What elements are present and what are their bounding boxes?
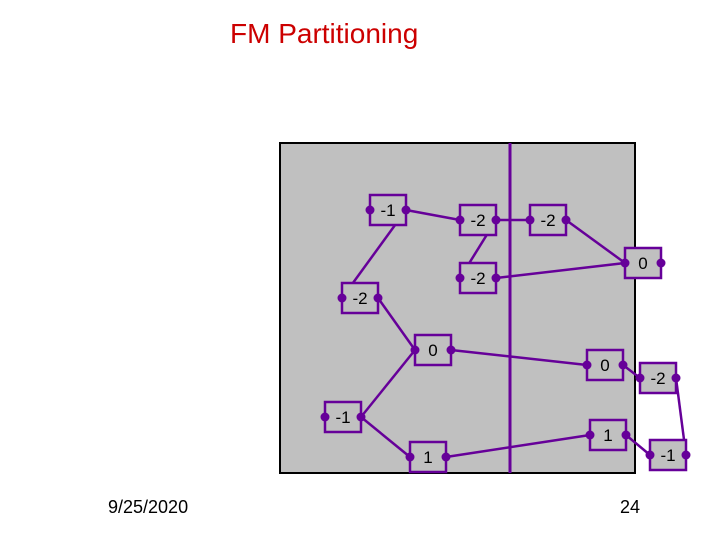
node-f: 0 <box>621 248 666 278</box>
node-e: -2 <box>338 283 383 313</box>
node-g: 0 <box>411 335 456 365</box>
node-d: -2 <box>456 263 501 293</box>
node-l: 1 <box>586 420 631 450</box>
node-label: 0 <box>428 341 437 360</box>
partition-diagram: -1 -2 -2 -2 -2 0 0 0 -2 -1 1 1 -1 <box>0 0 720 540</box>
node-m: -1 <box>646 440 691 470</box>
node-label: 1 <box>603 426 612 445</box>
node-a: -1 <box>366 195 411 225</box>
node-label: -2 <box>650 369 665 388</box>
node-label: -1 <box>660 446 675 465</box>
node-j: -1 <box>321 402 366 432</box>
node-label: -2 <box>540 211 555 230</box>
node-label: -2 <box>352 289 367 308</box>
node-c: -2 <box>526 205 571 235</box>
footer-date: 9/25/2020 <box>108 497 188 518</box>
footer-page: 24 <box>620 497 640 518</box>
node-b: -2 <box>456 205 501 235</box>
node-h: 0 <box>583 350 628 380</box>
node-label: 0 <box>600 356 609 375</box>
node-k: 1 <box>406 442 451 472</box>
node-label: -1 <box>380 201 395 220</box>
node-label: 0 <box>638 254 647 273</box>
node-label: 1 <box>423 448 432 467</box>
node-label: -2 <box>470 269 485 288</box>
node-label: -1 <box>335 408 350 427</box>
node-i: -2 <box>636 363 681 393</box>
node-label: -2 <box>470 211 485 230</box>
